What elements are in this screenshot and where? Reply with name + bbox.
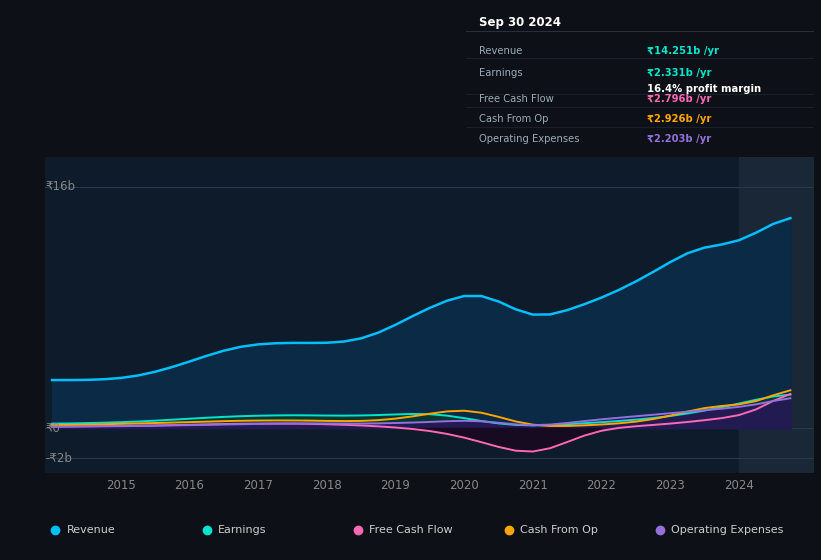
- Text: ₹2.203b /yr: ₹2.203b /yr: [647, 134, 711, 144]
- Text: Free Cash Flow: Free Cash Flow: [479, 94, 554, 104]
- Text: -₹2b: -₹2b: [45, 451, 72, 465]
- Text: Sep 30 2024: Sep 30 2024: [479, 16, 562, 29]
- Text: Revenue: Revenue: [479, 45, 523, 55]
- Text: Earnings: Earnings: [479, 68, 523, 78]
- Text: ₹14.251b /yr: ₹14.251b /yr: [647, 45, 719, 55]
- Text: ₹2.331b /yr: ₹2.331b /yr: [647, 68, 712, 78]
- Text: ₹2.926b /yr: ₹2.926b /yr: [647, 114, 711, 124]
- Text: Free Cash Flow: Free Cash Flow: [369, 525, 452, 535]
- Text: Operating Expenses: Operating Expenses: [479, 134, 580, 144]
- Text: Revenue: Revenue: [67, 525, 116, 535]
- Text: Operating Expenses: Operating Expenses: [671, 525, 783, 535]
- Bar: [739, 157, 814, 473]
- Text: Cash From Op: Cash From Op: [479, 114, 549, 124]
- Text: 16.4% profit margin: 16.4% profit margin: [647, 84, 761, 94]
- Text: ₹16b: ₹16b: [45, 180, 76, 193]
- Text: Earnings: Earnings: [218, 525, 266, 535]
- Text: ₹0: ₹0: [45, 422, 60, 435]
- Text: ₹2.796b /yr: ₹2.796b /yr: [647, 94, 711, 104]
- Text: Cash From Op: Cash From Op: [520, 525, 598, 535]
